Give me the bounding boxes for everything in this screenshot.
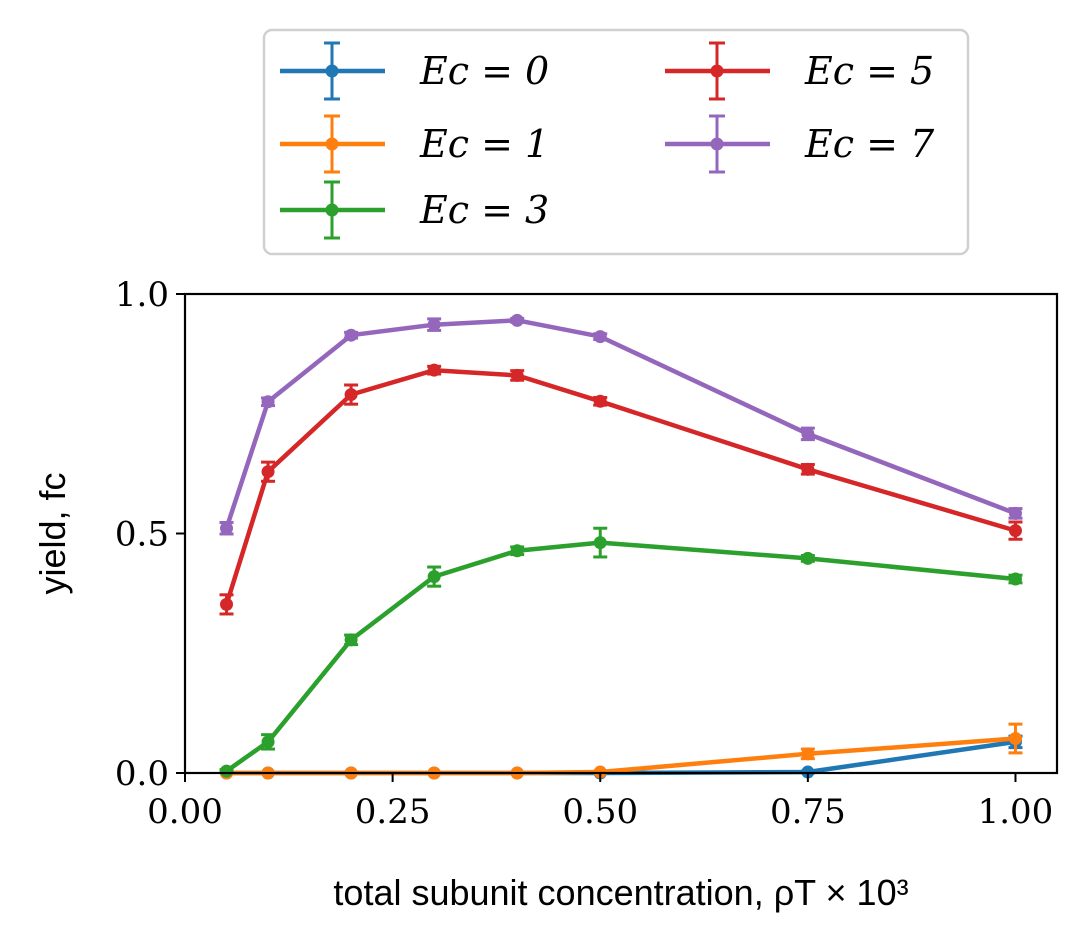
data-point xyxy=(593,330,607,344)
legend-label: Ec = 3 xyxy=(419,188,549,232)
series-line xyxy=(224,318,1017,529)
x-tick-label: 0.00 xyxy=(147,792,223,832)
x-tick-label: 0.25 xyxy=(355,792,431,832)
data-point xyxy=(801,747,815,761)
data-point xyxy=(427,570,441,584)
data-point xyxy=(1008,524,1022,538)
data-point xyxy=(510,544,524,558)
axes: 0.00 0.25 0.50 0.75 1.00 0.0 0.5 1.0 total subun… xyxy=(32,275,1059,913)
plot-area xyxy=(219,313,1023,780)
legend-marker xyxy=(325,137,339,151)
legend-item-0: Ec = 0 xyxy=(280,41,549,101)
legend-label: Ec = 1 xyxy=(419,122,549,166)
y-tick-label: 0.0 xyxy=(115,754,169,794)
data-point xyxy=(427,318,441,332)
legend: Ec = 0 Ec = 1 Ec = 3 Ec = 5 Ec = 7 xyxy=(262,28,970,256)
legend-item-3: Ec = 5 xyxy=(665,41,934,101)
data-point xyxy=(801,427,815,441)
data-point xyxy=(261,735,275,749)
legend-marker xyxy=(325,203,339,217)
legend-label: Ec = 7 xyxy=(804,122,935,166)
x-tick-label: 1.00 xyxy=(978,792,1054,832)
legend-marker xyxy=(710,64,724,78)
data-point xyxy=(344,388,358,402)
series-3 xyxy=(219,363,1023,616)
legend-marker xyxy=(325,64,339,78)
legend-label: Ec = 5 xyxy=(804,49,934,93)
data-point xyxy=(220,764,234,778)
data-point xyxy=(510,368,524,382)
data-point xyxy=(427,363,441,377)
y-tick-label: 0.5 xyxy=(115,515,169,555)
y-axis-label: yield, fc xyxy=(32,472,73,594)
legend-item-2: Ec = 3 xyxy=(280,180,549,240)
data-point xyxy=(1008,572,1022,586)
data-point xyxy=(593,536,607,550)
legend-marker xyxy=(710,137,724,151)
data-point xyxy=(261,465,275,479)
series-2 xyxy=(219,526,1023,778)
data-point xyxy=(801,551,815,565)
data-point xyxy=(220,521,234,535)
x-tick-label: 0.75 xyxy=(770,792,846,832)
legend-label: Ec = 0 xyxy=(419,49,549,93)
data-point xyxy=(593,394,607,408)
data-point xyxy=(220,597,234,611)
data-point xyxy=(1008,732,1022,746)
series-line xyxy=(224,367,1017,606)
data-point xyxy=(344,328,358,342)
y-tick-label: 1.0 xyxy=(115,275,169,315)
series-1 xyxy=(220,722,1023,780)
legend-item-1: Ec = 1 xyxy=(280,114,549,174)
data-point xyxy=(510,313,524,327)
series-line xyxy=(226,736,1016,776)
data-point xyxy=(261,395,275,409)
series-line xyxy=(225,540,1016,773)
data-point xyxy=(1008,506,1022,520)
legend-box xyxy=(262,28,970,256)
x-tick-label: 0.50 xyxy=(562,792,638,832)
series-4 xyxy=(219,313,1023,536)
x-axis-label: total subunit concentration, ρT × 10³ xyxy=(333,872,908,913)
data-point xyxy=(801,462,815,476)
legend-item-4: Ec = 7 xyxy=(665,114,935,174)
data-point xyxy=(344,633,358,647)
